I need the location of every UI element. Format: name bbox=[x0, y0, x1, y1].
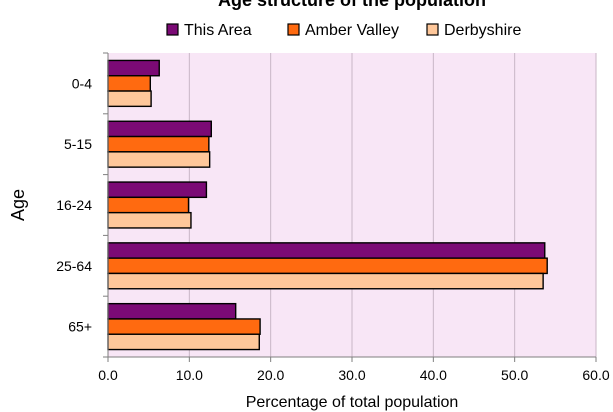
bar-16-24-this-area bbox=[107, 181, 208, 199]
bar-25-64-this-area bbox=[107, 242, 546, 259]
y-tick-labels: 0-4 5-15 16-24 25-64 65+ bbox=[56, 75, 92, 334]
bar-65+-derbyshire bbox=[107, 333, 260, 351]
bar-65+-amber-valley bbox=[107, 318, 261, 335]
y-tick-label-5-15: 5-15 bbox=[64, 136, 92, 152]
x-tick-label: 60.0 bbox=[582, 367, 609, 383]
bar-5-15-amber-valley bbox=[107, 135, 210, 153]
bar-0-4-derbyshire bbox=[107, 90, 152, 108]
y-tick-label-65+: 65+ bbox=[68, 319, 92, 335]
x-tick-label: 10.0 bbox=[176, 367, 203, 383]
bar-65+-this-area bbox=[107, 302, 237, 320]
bar-0-4-this-area bbox=[107, 59, 160, 77]
legend-swatch-amber-valley bbox=[287, 23, 300, 36]
bar-0-4-amber-valley bbox=[107, 75, 151, 92]
y-tick-label-16-24: 16-24 bbox=[56, 197, 92, 213]
legend-label-derbyshire: Derbyshire bbox=[444, 22, 521, 39]
bar-16-24-derbyshire bbox=[107, 211, 192, 229]
bar-25-64-amber-valley bbox=[107, 257, 548, 275]
y-axis-title: Age bbox=[8, 189, 28, 221]
gridlines bbox=[188, 53, 597, 357]
legend-swatch-this-area bbox=[166, 23, 179, 36]
x-tick-label: 50.0 bbox=[501, 367, 528, 383]
bar-5-15-derbyshire bbox=[107, 151, 211, 168]
x-tick-labels: 0.0 10.0 20.0 30.0 40.0 50.0 60.0 bbox=[98, 367, 610, 383]
legend-swatch-derbyshire bbox=[426, 23, 439, 36]
bar-5-15-this-area bbox=[107, 120, 212, 138]
x-tick-label: 0.0 bbox=[98, 367, 118, 383]
x-axis-title: Percentage of total population bbox=[246, 394, 459, 411]
x-tick-label: 30.0 bbox=[338, 367, 365, 383]
y-tick-label-25-64: 25-64 bbox=[56, 258, 92, 274]
legend-label-this-area: This Area bbox=[184, 22, 252, 39]
bar-16-24-amber-valley bbox=[107, 196, 190, 214]
legend: This Area Amber Valley Derbyshire bbox=[166, 22, 521, 39]
chart-title: Age structure of the population bbox=[218, 0, 486, 10]
legend-label-amber-valley: Amber Valley bbox=[305, 22, 399, 39]
x-tick-label: 20.0 bbox=[257, 367, 284, 383]
tick-marks bbox=[103, 52, 597, 362]
y-tick-label-0-4: 0-4 bbox=[72, 75, 92, 91]
bar-25-64-derbyshire bbox=[107, 272, 544, 290]
x-tick-label: 40.0 bbox=[420, 367, 447, 383]
